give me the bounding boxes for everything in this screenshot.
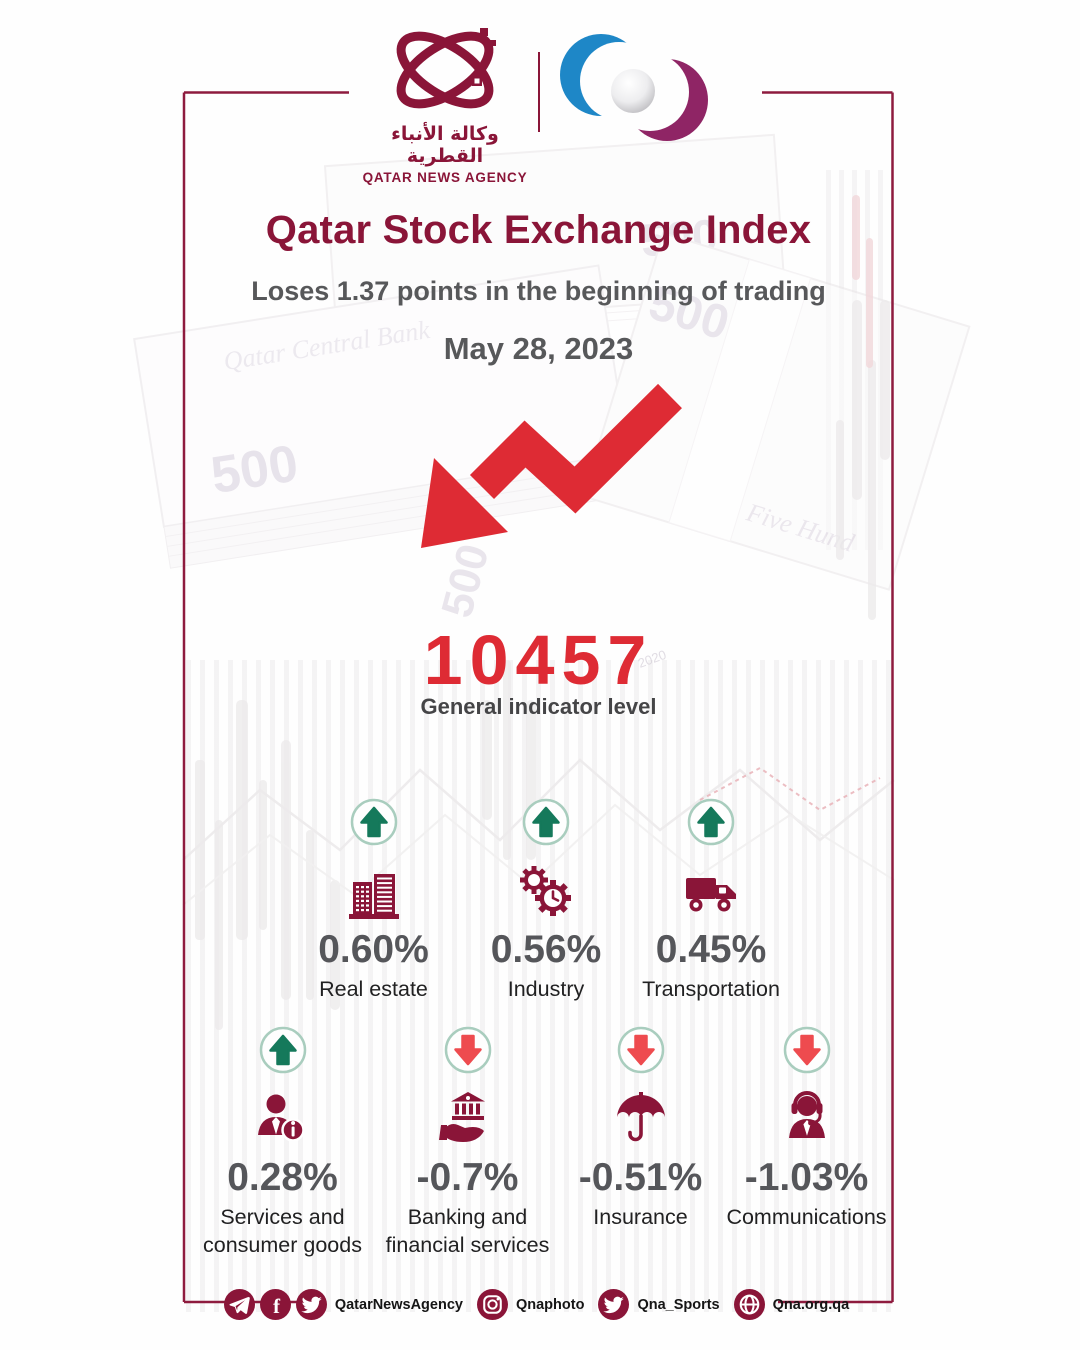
- svg-text:500: 500: [207, 434, 302, 505]
- trend-up-icon: [259, 1026, 307, 1074]
- sector-label: Insurance: [593, 1204, 688, 1229]
- instagram-icon[interactable]: [476, 1289, 508, 1320]
- sector-insurance: -0.51% Insurance: [558, 1026, 724, 1260]
- logo-divider: [538, 52, 540, 132]
- social-handle: QatarNewsAgency: [334, 1296, 463, 1313]
- headset-person-icon: [777, 1087, 837, 1149]
- sector-value: 0.28%: [227, 1156, 338, 1199]
- social-handle: Qnaphoto: [515, 1296, 585, 1313]
- sector-banking-and-financial-services: -0.7% Banking and financial services: [378, 1026, 558, 1260]
- sector-value: 0.60%: [318, 928, 429, 971]
- social-group-qnaphoto: Qnaphoto: [476, 1289, 588, 1320]
- trend-down-icon: [783, 1026, 831, 1074]
- services-person-icon: [253, 1087, 313, 1149]
- sector-communications: -1.03% Communications: [724, 1026, 890, 1260]
- facebook-icon[interactable]: f: [259, 1289, 291, 1320]
- social-handle: Qna.org.qa: [772, 1296, 850, 1313]
- trend-down-icon: [444, 1026, 492, 1074]
- page-subtitle: Loses 1.37 points in the beginning of tr…: [251, 276, 826, 306]
- truck-icon: [681, 859, 741, 921]
- gears-icon: [516, 859, 576, 921]
- qna-logo: وكالة الأنباء القطرية QATAR NEWS AGENCY: [352, 20, 538, 185]
- index-label: General indicator level: [420, 694, 657, 719]
- sector-label: Industry: [507, 976, 585, 1001]
- bank-hand-icon: [438, 1087, 498, 1149]
- twitter-icon[interactable]: [295, 1289, 327, 1320]
- index-value: 10457: [423, 621, 654, 699]
- trend-up-icon: [350, 798, 398, 846]
- sector-label: Banking and financial services: [385, 1204, 550, 1257]
- sector-transportation: 0.45% Transportation: [629, 798, 794, 1004]
- sector-label: Communications: [726, 1204, 887, 1229]
- sector-row-up: 0.60% Real estate 0.56% Industry 0.45% T…: [183, 798, 894, 1004]
- down-trend-arrow-icon: [421, 383, 682, 548]
- sector-value: 0.45%: [655, 928, 767, 971]
- social-handle: Qna_Sports: [637, 1296, 720, 1313]
- sector-value: -0.51%: [578, 1156, 703, 1199]
- sector-label: Real estate: [319, 976, 428, 1001]
- qse-logo-icon: [560, 34, 708, 141]
- umbrella-icon: [611, 1087, 671, 1149]
- telegram-icon[interactable]: [223, 1289, 255, 1320]
- qna-logo-mark-icon: [396, 28, 496, 109]
- date-text: May 28, 2023: [443, 331, 634, 366]
- sector-industry: 0.56% Industry: [464, 798, 629, 1004]
- building-icon: [344, 859, 404, 921]
- social-group-qna-org-qa: Qna.org.qa: [733, 1289, 854, 1320]
- sector-services-and-consumer-goods: 0.28% Services and consumer goods: [188, 1026, 378, 1260]
- sector-value: -1.03%: [744, 1156, 869, 1199]
- sector-label: Services and consumer goods: [203, 1204, 362, 1257]
- svg-text:f: f: [273, 1296, 281, 1318]
- qna-english-name: QATAR NEWS AGENCY: [362, 170, 528, 185]
- globe-icon[interactable]: [733, 1289, 765, 1320]
- sector-real-estate: 0.60% Real estate: [284, 798, 464, 1004]
- qna-arabic-name: وكالة الأنباء القطرية: [391, 123, 499, 167]
- twitter-icon[interactable]: [598, 1289, 630, 1320]
- trend-up-icon: [522, 798, 570, 846]
- trend-down-icon: [617, 1026, 665, 1074]
- social-group-qna-sports: Qna_Sports: [598, 1289, 723, 1320]
- sector-row-mixed: 0.28% Services and consumer goods -0.7% …: [183, 1026, 894, 1260]
- page-title: Qatar Stock Exchange Index: [265, 208, 812, 252]
- sector-value: 0.56%: [490, 928, 602, 971]
- social-footer: f QatarNewsAgency Qnaphoto Qna_Sports Qn…: [183, 1289, 894, 1320]
- social-group-qatarnewsagency: f QatarNewsAgency: [223, 1289, 467, 1320]
- sector-value: -0.7%: [416, 1156, 519, 1199]
- sector-label: Transportation: [642, 976, 780, 1001]
- trend-up-icon: [687, 798, 735, 846]
